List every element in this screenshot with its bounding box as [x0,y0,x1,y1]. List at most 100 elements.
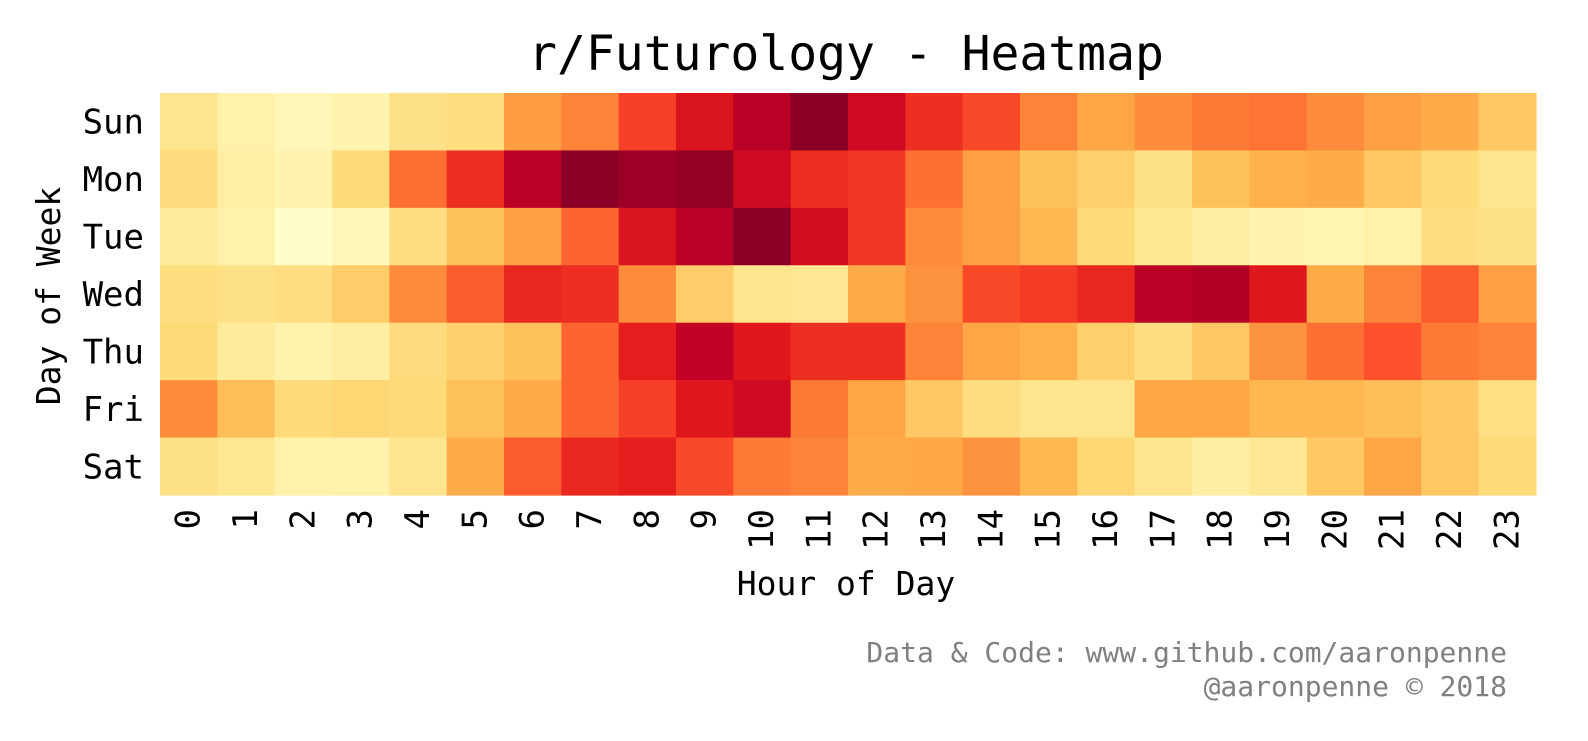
heatmap-cell-fri-16 [1077,380,1136,439]
heatmap-cell-sun-10 [733,93,792,152]
x-tick-13: 13 [914,509,954,550]
heatmap-cell-thu-21 [1364,322,1422,381]
heatmap-cell-wed-21 [1364,265,1422,324]
heatmap-cell-sun-3 [332,93,390,152]
x-tick-18: 18 [1201,509,1241,550]
footer-copyright: @aaronpenne © 2018 [1204,670,1507,703]
heatmap-cell-thu-9 [676,322,734,381]
x-tick-16: 16 [1086,509,1126,550]
x-tick-19: 19 [1258,509,1298,550]
heatmap-cell-wed-15 [1020,265,1078,324]
heatmap-cell-wed-18 [1192,265,1250,324]
heatmap-cell-sun-22 [1421,93,1480,152]
heatmap-cell-wed-17 [1134,265,1193,324]
heatmap-cell-sat-22 [1421,437,1480,496]
heatmap-cell-mon-14 [962,150,1021,209]
heatmap-cell-wed-2 [274,265,333,324]
heatmap-cell-wed-22 [1421,265,1480,324]
heatmap-cell-mon-16 [1077,150,1136,209]
heatmap-cell-mon-5 [446,150,505,209]
heatmap-cell-thu-13 [905,322,964,381]
heatmap-cell-mon-4 [389,150,448,209]
x-tick-23: 23 [1487,509,1527,550]
heatmap-cell-thu-0 [160,322,218,381]
heatmap-cell-tue-8 [618,207,677,266]
heatmap-cell-fri-0 [160,380,218,439]
x-tick-1: 1 [226,509,266,529]
heatmap-cell-wed-4 [389,265,448,324]
heatmap-cell-tue-19 [1249,207,1308,266]
heatmap-cell-wed-12 [848,265,906,324]
heatmap-cell-thu-20 [1306,322,1365,381]
x-tick-4: 4 [398,509,438,529]
x-tick-20: 20 [1315,509,1355,550]
heatmap-cell-mon-13 [905,150,964,209]
heatmap-cell-sun-21 [1364,93,1422,152]
heatmap-cell-mon-19 [1249,150,1308,209]
heatmap-cell-thu-6 [504,322,562,381]
heatmap-cell-wed-1 [217,265,276,324]
heatmap-cell-mon-11 [790,150,849,209]
heatmap-cell-thu-5 [446,322,505,381]
y-tick-fri: Fri [83,390,144,430]
x-tick-labels: 0 1 2 3 4 5 6 7 8 9 10 11 12 13 14 15 16 17 18 19 20 21 22 23 [169,509,1528,550]
heatmap-cell-tue-14 [962,207,1021,266]
y-axis-label: Day of Week [29,187,68,406]
heatmap-cell-thu-23 [1478,322,1537,381]
heatmap-cell-sun-6 [504,93,562,152]
heatmap-cell-thu-1 [217,322,276,381]
heatmap-cell-sat-18 [1192,437,1250,496]
heatmap-cell-sun-4 [389,93,448,152]
heatmap-cell-wed-10 [733,265,792,324]
heatmap-cell-tue-11 [790,207,849,266]
chart-title: r/Futurology - Heatmap [528,26,1164,82]
y-tick-labels: Sun Mon Tue Wed Thu Fri Sat [83,103,144,488]
heatmap-cell-thu-11 [790,322,849,381]
heatmap-cell-thu-3 [332,322,390,381]
heatmap-cell-fri-11 [790,380,849,439]
heatmap-cell-thu-4 [389,322,448,381]
heatmap-cell-sat-8 [618,437,677,496]
heatmap-cell-sat-4 [389,437,448,496]
heatmap-cell-fri-22 [1421,380,1480,439]
heatmap-cell-fri-8 [618,380,677,439]
heatmap-cell-tue-0 [160,207,218,266]
heatmap-cell-tue-13 [905,207,964,266]
heatmap-cell-fri-3 [332,380,390,439]
heatmap-cell-wed-14 [962,265,1021,324]
heatmap-cell-tue-15 [1020,207,1078,266]
heatmap-cell-sun-7 [561,93,620,152]
heatmap-cell-sat-21 [1364,437,1422,496]
heatmap-cell-wed-0 [160,265,218,324]
heatmap-cell-sun-0 [160,93,218,152]
heatmap-cell-tue-2 [274,207,333,266]
x-tick-2: 2 [283,509,323,529]
heatmap-cell-mon-15 [1020,150,1078,209]
heatmap-cell-sat-7 [561,437,620,496]
heatmap-cell-fri-17 [1134,380,1193,439]
heatmap-cell-fri-19 [1249,380,1308,439]
heatmap-cell-mon-2 [274,150,333,209]
heatmap-cell-tue-9 [676,207,734,266]
x-tick-11: 11 [799,509,839,550]
heatmap-cell-wed-16 [1077,265,1136,324]
heatmap-cell-tue-1 [217,207,276,266]
heatmap-cell-thu-10 [733,322,792,381]
y-tick-sat: Sat [83,447,144,487]
heatmap-cell-mon-8 [618,150,677,209]
heatmap-cell-fri-2 [274,380,333,439]
heatmap-cell-tue-7 [561,207,620,266]
x-tick-3: 3 [341,509,381,529]
heatmap-cell-wed-9 [676,265,734,324]
heatmap-cell-tue-23 [1478,207,1537,266]
x-tick-9: 9 [685,509,725,529]
y-tick-wed: Wed [83,275,144,315]
heatmap-cell-mon-18 [1192,150,1250,209]
x-tick-6: 6 [513,509,553,529]
heatmap-cell-wed-19 [1249,265,1308,324]
heatmap-cell-tue-22 [1421,207,1480,266]
heatmap-cell-thu-14 [962,322,1021,381]
heatmap-cell-thu-18 [1192,322,1250,381]
heatmap-cell-mon-1 [217,150,276,209]
